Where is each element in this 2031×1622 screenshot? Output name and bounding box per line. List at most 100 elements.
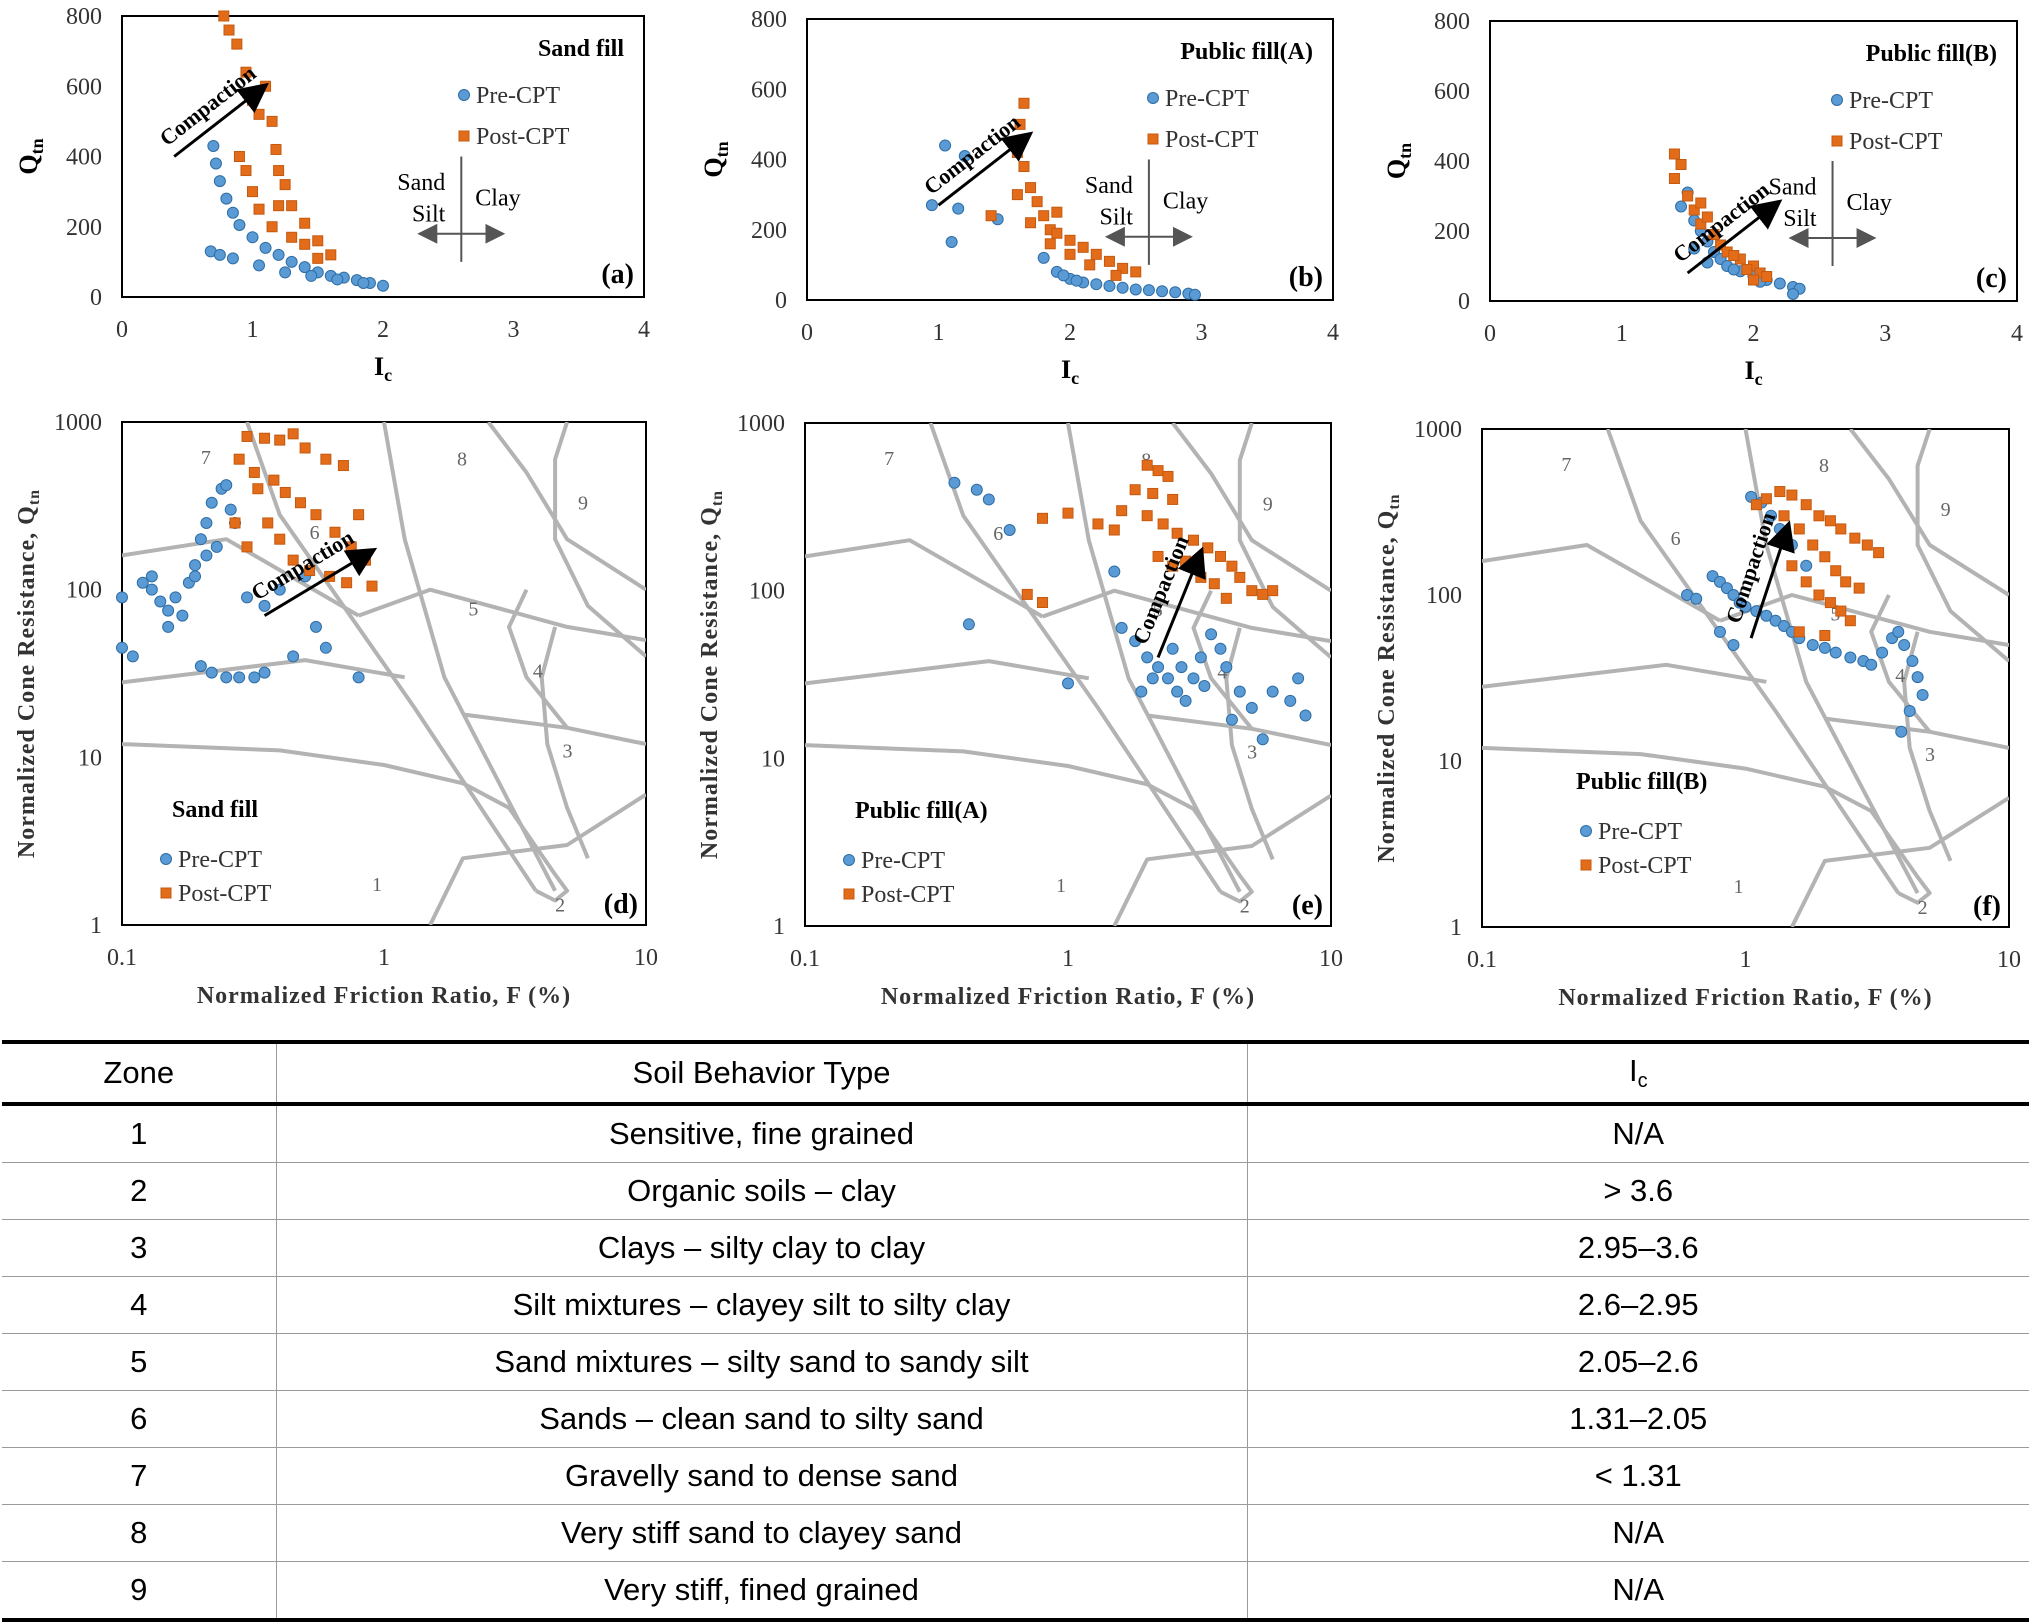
x-axis-label-main: I: [1744, 356, 1754, 385]
data-point-pre-cpt: [258, 599, 271, 612]
panel-title: Sand fill: [538, 36, 624, 62]
data-point-pre-cpt: [169, 591, 182, 604]
plot-frame: [121, 15, 645, 298]
zone-number-6: 6: [993, 523, 1003, 545]
data-point-post-cpt: [1025, 217, 1037, 229]
data-point-pre-cpt: [1916, 688, 1929, 701]
x-tick-label: 10: [634, 945, 658, 971]
y-tick-label: 400: [66, 145, 102, 171]
panel-title: Sand fill: [172, 797, 258, 823]
panel-title: Public fill(A): [1180, 39, 1313, 65]
data-point-post-cpt: [1167, 493, 1179, 505]
compaction-arrow: [173, 82, 269, 158]
data-point-post-cpt: [1824, 515, 1836, 527]
y-tick-label: 1000: [54, 410, 102, 436]
data-point-post-cpt: [1220, 592, 1232, 604]
data-point-post-cpt: [1695, 218, 1707, 230]
zone-label-silt: Silt: [1783, 206, 1817, 232]
data-point-pre-cpt: [1205, 628, 1218, 641]
data-point-post-cpt: [1084, 259, 1096, 271]
data-point-post-cpt: [1774, 486, 1786, 498]
data-point-pre-cpt: [1037, 251, 1050, 264]
y-axis-label: Normalized Cone Resistance, Qtn: [697, 490, 726, 859]
data-point-post-cpt: [262, 517, 274, 529]
data-point-post-cpt: [1682, 190, 1694, 202]
data-point-post-cpt: [268, 474, 280, 486]
data-point-post-cpt: [1208, 578, 1220, 590]
data-point-post-cpt: [266, 115, 278, 127]
x-axis-label-sub: c: [384, 365, 392, 385]
data-point-pre-cpt: [258, 666, 271, 679]
zone-boundary-5: [122, 658, 406, 685]
data-point-post-cpt: [1157, 518, 1169, 530]
data-point-pre-cpt: [224, 503, 237, 516]
data-point-post-cpt: [1830, 565, 1842, 577]
data-point-pre-cpt: [220, 479, 233, 492]
data-point-post-cpt: [1025, 182, 1037, 194]
data-point-pre-cpt: [1806, 638, 1819, 651]
data-point-pre-cpt: [945, 236, 958, 249]
legend-marker-post-cpt: [160, 887, 172, 899]
compaction-arrow: [1749, 520, 1795, 639]
data-point-post-cpt: [1819, 630, 1831, 642]
zone-label-clay: Clay: [1163, 189, 1208, 215]
zone-number-7: 7: [1561, 454, 1571, 476]
data-point-pre-cpt: [1739, 600, 1752, 613]
y-tick-label: 800: [66, 4, 102, 30]
data-point-post-cpt: [240, 66, 252, 78]
y-axis-label: Normalized Cone Resistance, Qtn: [1374, 493, 1403, 862]
data-point-pre-cpt: [1829, 646, 1842, 659]
y-tick-label: 200: [1434, 219, 1470, 245]
data-point-pre-cpt: [1103, 279, 1116, 292]
data-point-post-cpt: [1234, 571, 1246, 583]
data-point-pre-cpt: [1187, 672, 1200, 685]
data-point-pre-cpt: [377, 279, 389, 292]
zone-boundary-6: [1041, 588, 1331, 644]
panel-letter: (a): [601, 259, 634, 290]
x-tick-label: 4: [2011, 321, 2023, 347]
data-point-post-cpt: [273, 165, 285, 177]
data-point-post-cpt: [231, 38, 243, 50]
data-point-post-cpt: [229, 517, 241, 529]
data-point-post-cpt: [325, 249, 337, 261]
x-axis-label: Ic: [374, 352, 392, 385]
zone-number-7: 7: [884, 448, 894, 470]
zone-boundary-9: [1171, 423, 1331, 593]
zone-boundary-1: [805, 743, 1254, 904]
data-point-pre-cpt: [1292, 672, 1305, 685]
data-point-post-cpt: [1092, 518, 1104, 530]
table-row: 6 Sands – clean sand to silty sand 1.31–2.…: [2, 1390, 2029, 1448]
y-tick-label: 0: [775, 288, 787, 314]
data-point-post-cpt: [1044, 238, 1056, 250]
data-point-post-cpt: [286, 231, 298, 243]
data-point-post-cpt: [1110, 269, 1122, 281]
data-point-post-cpt: [1090, 248, 1102, 260]
zone-label-sand: Sand: [1085, 173, 1133, 199]
data-point-post-cpt: [286, 200, 298, 212]
data-point-pre-cpt: [246, 231, 259, 244]
data-point-pre-cpt: [1299, 709, 1312, 722]
data-point-post-cpt: [1840, 576, 1852, 588]
data-point-pre-cpt: [272, 248, 285, 261]
zone-boundary-4: [805, 538, 1044, 619]
data-point-pre-cpt: [233, 671, 246, 684]
y-tick-label: 200: [66, 215, 102, 241]
data-point-post-cpt: [1760, 493, 1772, 505]
cell-zone: 4: [2, 1276, 277, 1334]
data-point-post-cpt: [1748, 274, 1759, 286]
cell-soil-behavior-type: Clays – silty clay to clay: [276, 1219, 1248, 1277]
x-tick-label: 4: [638, 317, 650, 343]
y-axis-label-main: Normalized Cone Resistance, Q: [1374, 510, 1400, 863]
zone-number-9: 9: [1941, 499, 1951, 521]
data-point-post-cpt: [353, 509, 365, 521]
x-tick-label: 1: [378, 945, 390, 971]
y-tick-label: 0: [90, 285, 102, 311]
x-tick-label: 2: [1064, 320, 1076, 346]
zone-number-7: 7: [201, 447, 211, 469]
zone-boundary-9: [1848, 429, 2009, 597]
data-point-post-cpt: [274, 434, 286, 446]
data-point-pre-cpt: [1818, 641, 1831, 654]
y-axis-label-sub: tn: [709, 490, 726, 506]
x-axis-label: Ic: [1744, 356, 1762, 389]
data-point-pre-cpt: [1062, 677, 1074, 690]
